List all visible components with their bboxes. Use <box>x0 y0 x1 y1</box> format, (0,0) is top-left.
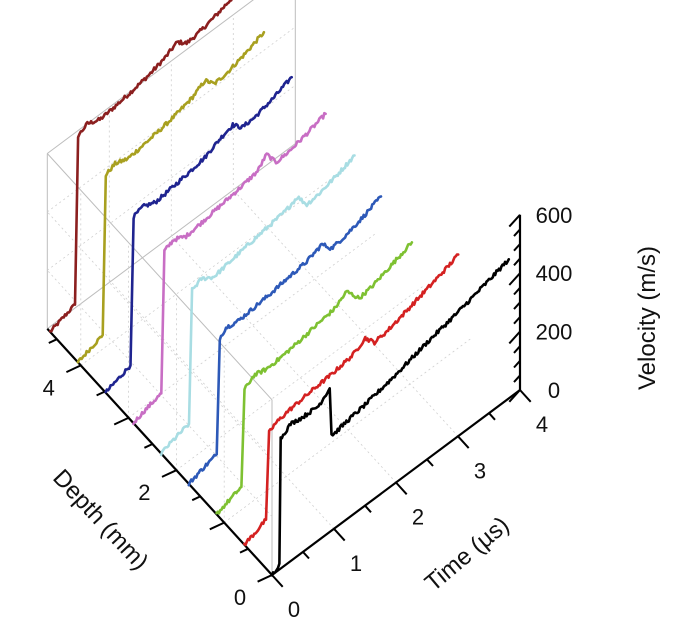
velocity-axis-tick <box>508 389 521 403</box>
velocity-axis-tick <box>508 330 521 345</box>
velocity-tick-label: 0 <box>548 378 560 403</box>
velocity-tick-label: 400 <box>536 261 573 286</box>
left-wall-top-edge <box>46 153 273 401</box>
x-axis-title: Time (µs) <box>420 511 515 597</box>
depth-tick-label: 4 <box>43 375 55 400</box>
velocity-trace-depth-0_58 <box>243 253 460 547</box>
velocity-axis-tick <box>513 228 521 237</box>
velocity-axis-tick <box>513 360 521 369</box>
depth-axis-tick <box>96 390 106 397</box>
z-axis-title: Velocity (m/s) <box>634 246 661 390</box>
left-wall-grid-line-velocity <box>47 211 273 459</box>
velocity-trace-depth-0 <box>270 258 511 577</box>
velocity-tick-label: 200 <box>536 320 573 345</box>
time-axis-tick <box>426 458 434 467</box>
time-axis-tick <box>488 412 496 421</box>
velocity-trace-depth-1_16 <box>215 241 414 515</box>
depth-tick-label: 2 <box>138 480 150 505</box>
floor-grid-line-depth <box>80 180 330 366</box>
time-axis-tick <box>271 574 284 588</box>
velocity-trace-depth-2_32 <box>159 154 356 457</box>
time-axis-tick <box>302 551 310 560</box>
depth-axis-tick <box>257 574 273 583</box>
chart-labels: Time (µs) Depth (mm) Velocity (m/s) 0123… <box>43 203 661 619</box>
floor-grid-line-depth <box>128 232 377 419</box>
time-axis-tick <box>519 389 532 403</box>
velocity-axis-tick <box>513 257 521 266</box>
depth-axis-tick <box>239 547 249 554</box>
depth-axis-tick <box>48 338 58 344</box>
depth-axis-tick <box>143 443 153 449</box>
time-axis-tick <box>333 528 346 542</box>
floor-grid-line-time <box>109 282 335 530</box>
floor-grid-line-time <box>171 235 397 483</box>
chart-axes <box>46 214 532 588</box>
velocity-trace-depth-2_9 <box>132 111 327 426</box>
time-tick-label: 3 <box>474 458 486 483</box>
back-wall-grid-line-velocity <box>47 26 296 213</box>
velocity-axis-tick <box>513 374 521 383</box>
velocity-axis-tick <box>513 243 521 252</box>
velocity-axis-tick <box>513 345 521 354</box>
depth-axis-tick <box>209 521 225 531</box>
back-wall-grid-line-velocity <box>47 84 296 271</box>
velocity-trace-depth-1_74 <box>187 195 383 487</box>
time-tick-label: 1 <box>350 551 362 576</box>
velocity-trace-depth-3_48 <box>104 75 293 394</box>
velocity-axis-tick <box>513 301 521 310</box>
time-tick-label: 4 <box>536 412 548 437</box>
depth-axis-line <box>46 327 273 576</box>
depth-tick-label: 0 <box>234 585 246 610</box>
floor-grid-line-time <box>233 189 459 437</box>
velocity-axis-tick <box>508 214 521 228</box>
time-axis-tick <box>457 435 470 449</box>
velocity-axis-tick <box>508 272 521 286</box>
chart-traces <box>48 0 511 577</box>
velocity-trace-depth-4_06 <box>76 30 266 364</box>
velocity-trace-depth-4_64 <box>48 0 233 333</box>
velocity-axis-tick <box>513 316 521 325</box>
velocity-axis-tick <box>513 287 521 296</box>
time-axis-tick <box>395 481 408 495</box>
time-axis-tick <box>364 504 372 513</box>
chart-grid <box>47 14 473 530</box>
depth-axis-tick <box>191 495 201 502</box>
floor-grid-line-depth <box>223 337 473 523</box>
time-tick-label: 0 <box>288 597 300 619</box>
depth-axis-tick <box>65 364 82 374</box>
depth-axis-tick <box>161 469 177 478</box>
time-tick-label: 2 <box>412 505 424 530</box>
velocity-tick-label: 600 <box>536 203 573 228</box>
depth-axis-tick <box>113 416 130 426</box>
